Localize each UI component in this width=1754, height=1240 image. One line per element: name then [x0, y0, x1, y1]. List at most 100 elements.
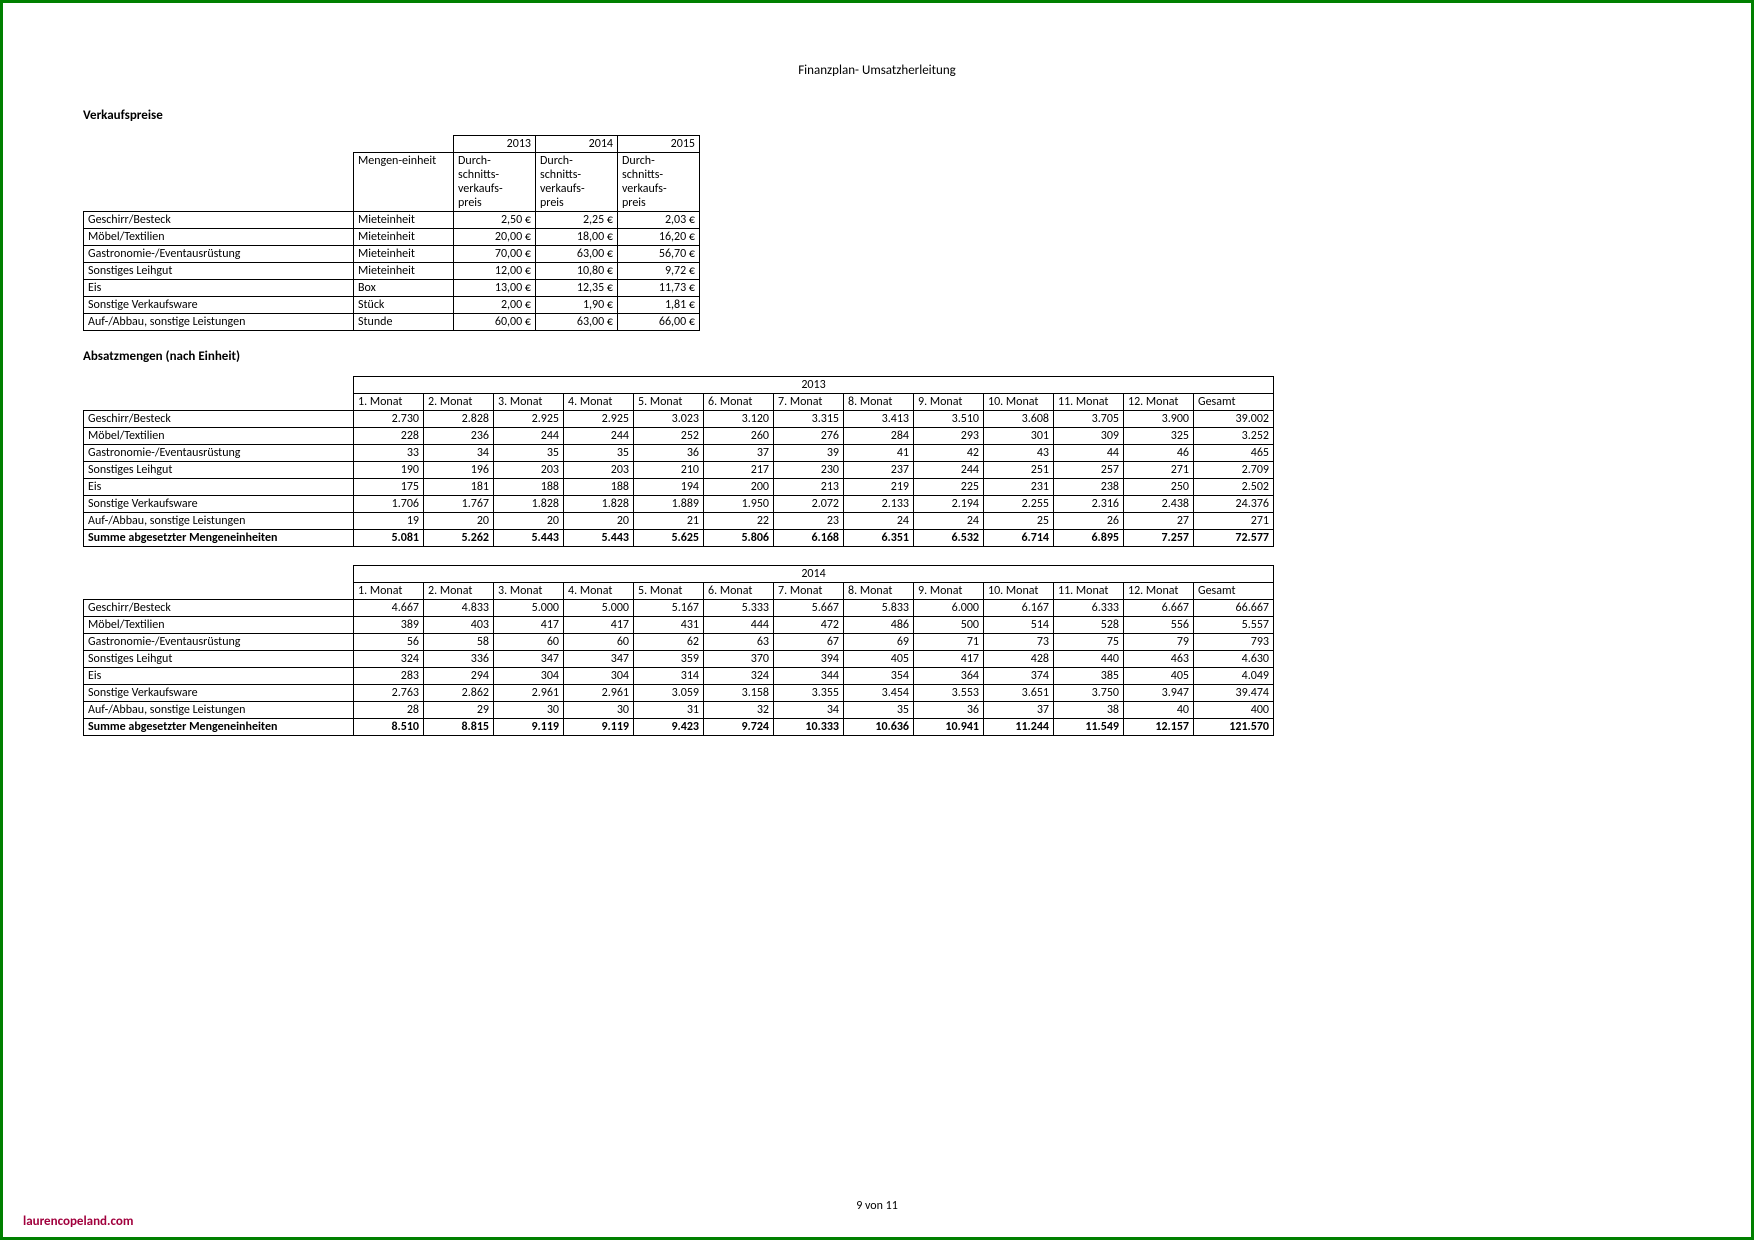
volume-sum-cell: 10.941	[914, 719, 984, 736]
prices-subheader-row: Mengen-einheit Durch- schnitts- verkaufs…	[84, 153, 700, 212]
volume-cell: 34	[424, 445, 494, 462]
volume-row-total: 793	[1194, 634, 1274, 651]
volume-row-label: Auf-/Abbau, sonstige Leistungen	[84, 702, 354, 719]
volume-row-total: 66.667	[1194, 600, 1274, 617]
volume-cell: 244	[914, 462, 984, 479]
volume-row-total: 3.252	[1194, 428, 1274, 445]
price-cell: 12,35 €	[536, 280, 618, 297]
volume-cell: 200	[704, 479, 774, 496]
volume-cell: 2.438	[1124, 496, 1194, 513]
volume-cell: 3.355	[774, 685, 844, 702]
month-header: 3. Monat	[494, 394, 564, 411]
volume-cell: 252	[634, 428, 704, 445]
volume-cell: 22	[704, 513, 774, 530]
volume-cell: 37	[704, 445, 774, 462]
volume-sum-row: Summe abgesetzter Mengeneinheiten5.0815.…	[84, 530, 1274, 547]
volume-cell: 43	[984, 445, 1054, 462]
volume-cell: 5.000	[564, 600, 634, 617]
price-year-2014: 2014	[536, 136, 618, 153]
volume-cell: 46	[1124, 445, 1194, 462]
volume-cell: 276	[774, 428, 844, 445]
volume-cell: 417	[564, 617, 634, 634]
volume-cell: 417	[914, 651, 984, 668]
volume-year-row: 2013	[84, 377, 1274, 394]
volume-sum-cell: 7.257	[1124, 530, 1194, 547]
volume-cell: 370	[704, 651, 774, 668]
volume-row-total: 271	[1194, 513, 1274, 530]
total-header: Gesamt	[1194, 394, 1274, 411]
volume-cell: 271	[1124, 462, 1194, 479]
volume-row: Sonstige Verkaufsware1.7061.7671.8281.82…	[84, 496, 1274, 513]
page-content: Finanzplan- Umsatzherleitung Verkaufspre…	[3, 3, 1751, 736]
volume-row-total: 4.630	[1194, 651, 1274, 668]
volume-cell: 213	[774, 479, 844, 496]
volume-cell: 67	[774, 634, 844, 651]
volume-cell: 6.000	[914, 600, 984, 617]
price-cell: 63,00 €	[536, 314, 618, 331]
price-cell: 9,72 €	[618, 263, 700, 280]
volume-cell: 556	[1124, 617, 1194, 634]
month-header: 11. Monat	[1054, 394, 1124, 411]
volume-cell: 2.925	[494, 411, 564, 428]
volume-row-label: Sonstige Verkaufsware	[84, 496, 354, 513]
volume-cell: 3.553	[914, 685, 984, 702]
volume-cell: 440	[1054, 651, 1124, 668]
volume-cell: 5.000	[494, 600, 564, 617]
volume-sum-cell: 6.532	[914, 530, 984, 547]
month-header: 7. Monat	[774, 394, 844, 411]
volume-table-2013: 20131. Monat2. Monat3. Monat4. Monat5. M…	[83, 376, 1274, 547]
volume-cell: 324	[704, 668, 774, 685]
volume-cell: 5.833	[844, 600, 914, 617]
volume-row-label: Auf-/Abbau, sonstige Leistungen	[84, 513, 354, 530]
month-header: 12. Monat	[1124, 583, 1194, 600]
volume-cell: 301	[984, 428, 1054, 445]
volume-year-label: 2014	[354, 566, 1274, 583]
prices-heading: Verkaufspreise	[83, 108, 1671, 123]
price-year-2013: 2013	[454, 136, 536, 153]
volume-cell: 63	[704, 634, 774, 651]
volume-cell: 3.651	[984, 685, 1054, 702]
volume-cell: 385	[1054, 668, 1124, 685]
price-row-unit: Stück	[354, 297, 454, 314]
volume-cell: 79	[1124, 634, 1194, 651]
month-header: 1. Monat	[354, 583, 424, 600]
volume-sum-label: Summe abgesetzter Mengeneinheiten	[84, 719, 354, 736]
volume-cell: 20	[424, 513, 494, 530]
volume-sum-cell: 11.549	[1054, 719, 1124, 736]
volume-cell: 25	[984, 513, 1054, 530]
month-header: 6. Monat	[704, 394, 774, 411]
month-header: 3. Monat	[494, 583, 564, 600]
volume-cell: 405	[1124, 668, 1194, 685]
volume-row-label: Eis	[84, 668, 354, 685]
volume-cell: 347	[494, 651, 564, 668]
volume-cell: 32	[704, 702, 774, 719]
volume-cell: 41	[844, 445, 914, 462]
volume-row-label: Geschirr/Besteck	[84, 600, 354, 617]
volume-month-header: 1. Monat2. Monat3. Monat4. Monat5. Monat…	[84, 583, 1274, 600]
volume-cell: 403	[424, 617, 494, 634]
volume-cell: 3.158	[704, 685, 774, 702]
volume-cell: 2.763	[354, 685, 424, 702]
volume-row-total: 5.557	[1194, 617, 1274, 634]
price-row-label: Gastronomie-/Eventausrüstung	[84, 246, 354, 263]
volume-cell: 3.059	[634, 685, 704, 702]
volume-row-label: Sonstiges Leihgut	[84, 651, 354, 668]
volume-cell: 196	[424, 462, 494, 479]
volume-row-total: 2.709	[1194, 462, 1274, 479]
price-row-unit: Mieteinheit	[354, 212, 454, 229]
volume-cell: 244	[494, 428, 564, 445]
volume-cell: 389	[354, 617, 424, 634]
price-row: Auf-/Abbau, sonstige LeistungenStunde60,…	[84, 314, 700, 331]
volume-row-label: Gastronomie-/Eventausrüstung	[84, 445, 354, 462]
volume-cell: 294	[424, 668, 494, 685]
price-cell: 2,00 €	[454, 297, 536, 314]
volume-cell: 257	[1054, 462, 1124, 479]
volume-row-label: Möbel/Textilien	[84, 617, 354, 634]
volume-sum-cell: 5.443	[564, 530, 634, 547]
volume-sum-cell: 9.119	[564, 719, 634, 736]
volume-cell: 2.255	[984, 496, 1054, 513]
volume-row: Geschirr/Besteck2.7302.8282.9252.9253.02…	[84, 411, 1274, 428]
volume-cell: 2.072	[774, 496, 844, 513]
volume-cell: 60	[494, 634, 564, 651]
volume-row-total: 2.502	[1194, 479, 1274, 496]
